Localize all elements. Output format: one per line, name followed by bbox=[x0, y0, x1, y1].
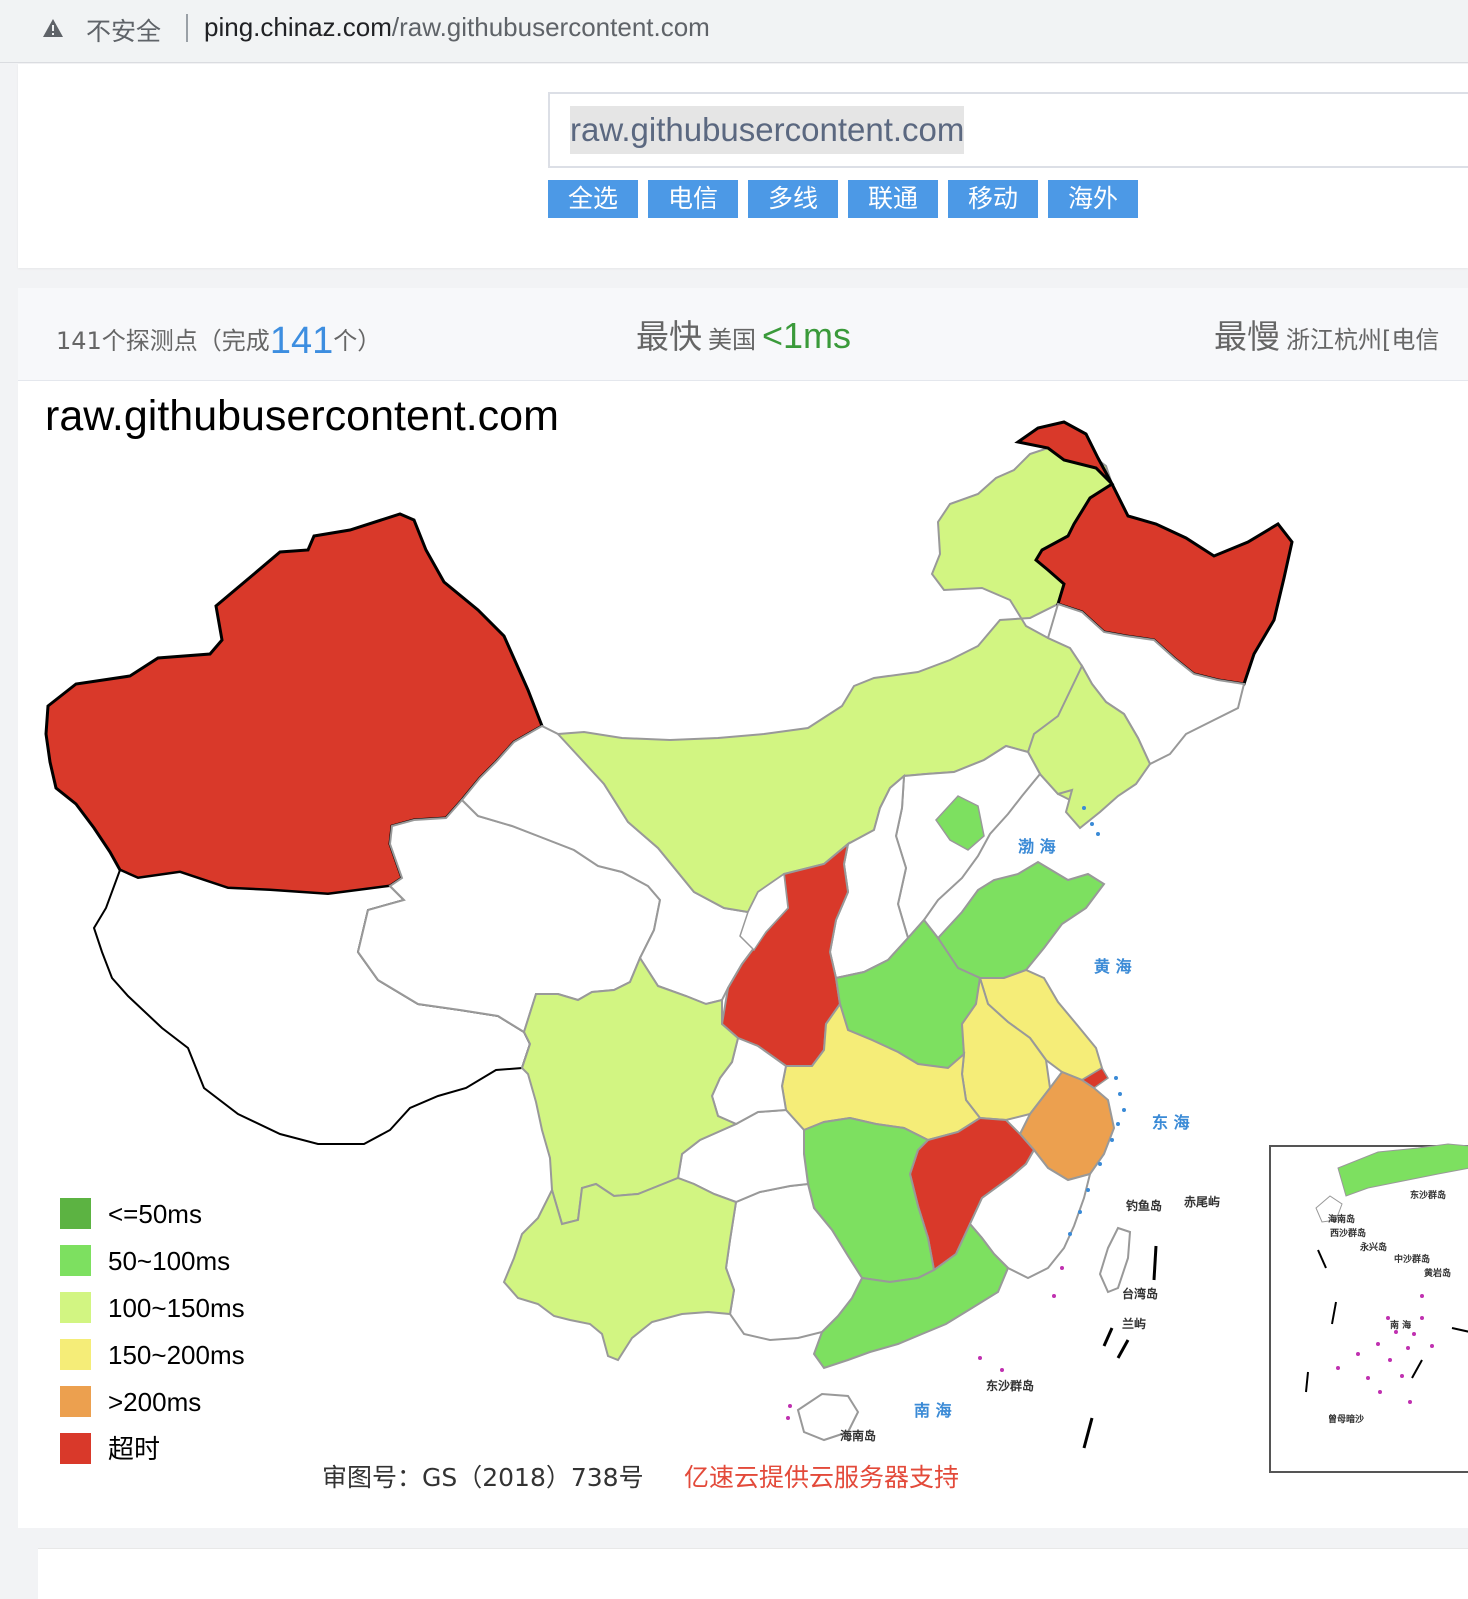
inset-label-hainan: 海南岛 bbox=[1328, 1213, 1355, 1225]
sea-label-donghai: 东 海 bbox=[1152, 1113, 1190, 1132]
url-path: /raw.githubusercontent.com bbox=[392, 12, 710, 42]
island-label-chiwei: 赤尾屿 bbox=[1184, 1194, 1220, 1209]
map-approval-number: 审图号：GS（2018）738号 bbox=[322, 1458, 644, 1494]
legend-item-100-150: 100~150ms bbox=[60, 1292, 360, 1324]
overseas-button[interactable]: 海外 bbox=[1048, 180, 1138, 218]
legend-label: 超时 bbox=[108, 1433, 160, 1465]
inset-label-huangyan: 黄岩岛 bbox=[1424, 1267, 1451, 1279]
browser-address-bar: 不安全 ping.chinaz.com/raw.githubuserconten… bbox=[0, 0, 1468, 63]
warning-icon[interactable] bbox=[42, 18, 64, 38]
inset-label-nanhai: 南 海 bbox=[1390, 1319, 1411, 1331]
island-label-lanyu: 兰屿 bbox=[1122, 1316, 1146, 1331]
region-yunnan[interactable] bbox=[504, 1178, 736, 1360]
legend-label: 100~150ms bbox=[108, 1292, 245, 1324]
legend-label: >200ms bbox=[108, 1386, 201, 1418]
legend-label: 50~100ms bbox=[108, 1245, 230, 1277]
domain-input[interactable]: raw.githubusercontent.com bbox=[548, 92, 1468, 168]
island-label-hainan: 海南岛 bbox=[840, 1428, 876, 1443]
legend-label: 150~200ms bbox=[108, 1339, 245, 1371]
island-label-taiwan: 台湾岛 bbox=[1122, 1286, 1158, 1301]
legend-swatch bbox=[60, 1198, 91, 1229]
domain-input-value[interactable]: raw.githubusercontent.com bbox=[570, 106, 964, 154]
unicom-button[interactable]: 联通 bbox=[848, 180, 938, 218]
legend-item-150-200: 150~200ms bbox=[60, 1339, 360, 1371]
legend-swatch bbox=[60, 1386, 91, 1417]
url-host: ping.chinaz.com bbox=[204, 12, 392, 42]
legend-item-le50: <=50ms bbox=[60, 1198, 360, 1230]
inset-label-yongxing: 永兴岛 bbox=[1359, 1241, 1387, 1253]
address-divider bbox=[186, 14, 188, 42]
inset-label-zengmu: 曾母暗沙 bbox=[1328, 1413, 1364, 1425]
legend-swatch bbox=[60, 1292, 91, 1323]
telecom-button[interactable]: 电信 bbox=[648, 180, 738, 218]
inset-label-zhongsha: 中沙群岛 bbox=[1394, 1253, 1430, 1265]
search-panel: raw.githubusercontent.com 全选 电信 多线 联通 移动… bbox=[18, 64, 1468, 268]
url-text[interactable]: ping.chinaz.com/raw.githubusercontent.co… bbox=[204, 12, 710, 43]
island-label-diaoyu: 钓鱼岛 bbox=[1126, 1198, 1162, 1213]
legend-item-gt200: >200ms bbox=[60, 1386, 360, 1418]
multiline-button[interactable]: 多线 bbox=[748, 180, 838, 218]
legend-item-timeout: 超时 bbox=[60, 1433, 360, 1465]
security-status-label[interactable]: 不安全 bbox=[86, 12, 161, 48]
legend-label: <=50ms bbox=[108, 1198, 202, 1230]
sponsor-link[interactable]: 亿速云提供云服务器支持 bbox=[684, 1458, 959, 1494]
map-title: raw.githubusercontent.com bbox=[45, 392, 559, 441]
legend-swatch bbox=[60, 1433, 91, 1464]
inset-label-dongsha: 东沙群岛 bbox=[1410, 1189, 1446, 1201]
legend-item-50-100: 50~100ms bbox=[60, 1245, 360, 1277]
sea-label-bohai: 渤 海 bbox=[1018, 837, 1056, 856]
region-taiwan[interactable] bbox=[1100, 1228, 1130, 1292]
sea-label-nanhai: 南 海 bbox=[914, 1401, 952, 1420]
island-label-dongsha: 东沙群岛 bbox=[986, 1378, 1034, 1393]
sea-label-huanghai: 黄 海 bbox=[1094, 957, 1132, 976]
select-all-button[interactable]: 全选 bbox=[548, 180, 638, 218]
legend-swatch bbox=[60, 1339, 91, 1370]
result-panel: 141个探测点（完成141个） 最快 美国 <1ms 最慢 浙江杭州[电信 bbox=[18, 288, 1468, 1528]
mobile-button[interactable]: 移动 bbox=[948, 180, 1038, 218]
region-shandong[interactable] bbox=[938, 862, 1104, 978]
south-china-sea-inset: 东沙群岛 海南岛 西沙群岛 永兴岛 中沙群岛 黄岩岛 南 海 曾母暗沙 bbox=[1270, 1144, 1468, 1472]
next-section-edge bbox=[38, 1548, 1468, 1599]
inset-label-xisha: 西沙群岛 bbox=[1330, 1227, 1366, 1239]
legend-swatch bbox=[60, 1245, 91, 1276]
url-field[interactable]: 不安全 ping.chinaz.com/raw.githubuserconten… bbox=[10, 2, 1468, 52]
